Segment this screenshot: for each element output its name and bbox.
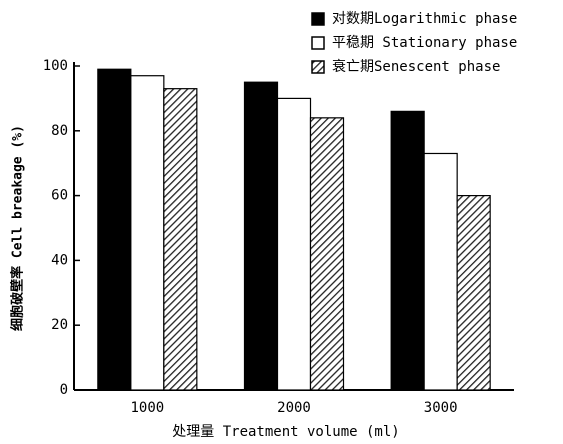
legend-swatch xyxy=(311,36,325,50)
y-tick-label: 20 xyxy=(51,317,68,333)
bar xyxy=(276,97,312,391)
y-tick-label: 80 xyxy=(51,123,68,139)
y-axis-label: 细胞破壁率 Cell breakage (%) xyxy=(10,125,26,331)
bar xyxy=(456,195,491,391)
x-axis-label: 处理量 Treatment volume (ml) xyxy=(172,424,399,440)
x-tick-label: 2000 xyxy=(277,400,311,416)
bar xyxy=(97,68,132,391)
legend-label: 对数期Logarithmic phase xyxy=(332,11,517,27)
bar xyxy=(423,152,458,391)
x-tick-label: 3000 xyxy=(424,400,458,416)
bar xyxy=(130,75,165,391)
y-tick-label: 100 xyxy=(43,58,68,74)
legend-swatch xyxy=(311,12,325,26)
bar xyxy=(390,110,425,391)
legend-label: 衰亡期Senescent phase xyxy=(332,58,500,75)
bar xyxy=(309,117,345,391)
y-tick-label: 60 xyxy=(51,188,68,204)
bar xyxy=(243,81,279,391)
bar xyxy=(163,88,198,391)
legend-swatch xyxy=(311,60,325,74)
y-tick-label: 40 xyxy=(51,252,68,268)
legend-label: 平稳期 Stationary phase xyxy=(332,35,517,51)
x-tick-label: 1000 xyxy=(130,400,164,416)
y-tick-label: 0 xyxy=(60,382,68,398)
